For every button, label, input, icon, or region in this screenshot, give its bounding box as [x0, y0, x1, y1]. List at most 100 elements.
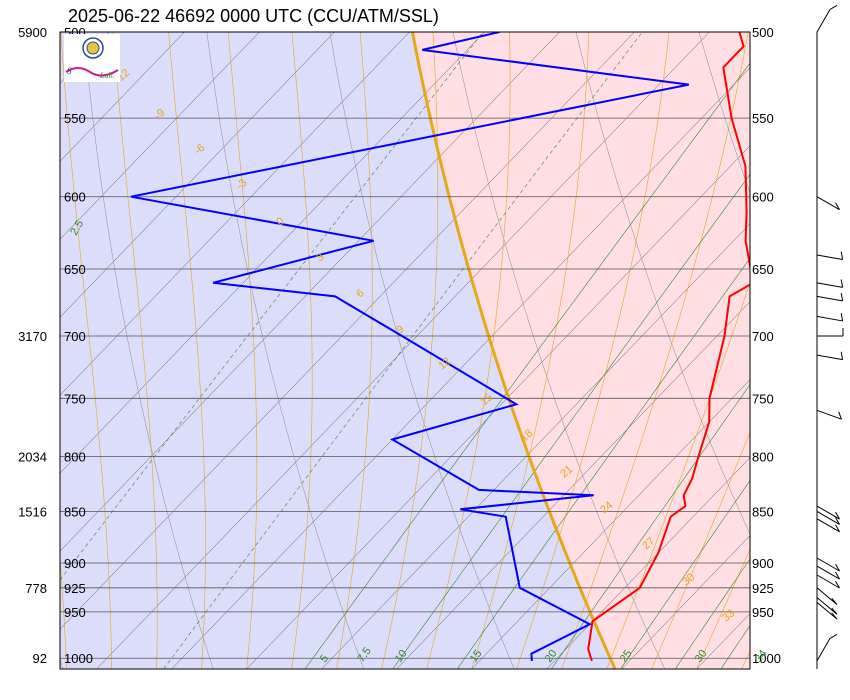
dry-adiabat-line — [698, 32, 750, 194]
isotherm-line — [847, 32, 850, 669]
wind-barb-flag — [831, 598, 838, 605]
wind-barb-flag — [838, 411, 842, 420]
wind-barb-shaft — [816, 587, 838, 605]
temperature-profile — [587, 32, 750, 662]
isotherm-line — [60, 32, 335, 318]
pressure-label-right: 950 — [752, 605, 774, 620]
wind-barb-shaft — [816, 638, 831, 662]
wind-barb-flag — [829, 5, 838, 10]
svg-text:Lab.: Lab. — [99, 71, 114, 80]
mixing-ratio-line — [551, 384, 750, 669]
wind-barb-flag — [835, 511, 840, 520]
moist-adiabat-line — [741, 650, 750, 669]
wind-barb-shaft — [816, 196, 840, 211]
wind-barb-shaft — [816, 510, 840, 525]
moist-adiabat-line — [291, 32, 313, 669]
wind-barb-shaft — [816, 518, 840, 533]
temperature-tick-label: 20 — [543, 648, 560, 665]
moist-adiabat-line — [516, 32, 670, 669]
svg-text:S: S — [67, 66, 72, 76]
pressure-label-right: 550 — [752, 111, 774, 126]
wind-barb-flag — [835, 517, 840, 525]
plot-border — [59, 31, 751, 670]
lab-logo-icon: S Lab. — [65, 37, 119, 80]
wind-barb-flag — [840, 251, 844, 260]
pressure-label-right: 500 — [752, 25, 774, 40]
pressure-label-left: 750 — [64, 391, 86, 406]
dewpoint-profile — [130, 32, 689, 661]
mixing-ratio-line — [163, 32, 643, 669]
wind-barb-shaft — [816, 601, 838, 620]
moist-adiabat-line — [60, 554, 67, 669]
temperature-tick-label: 15 — [468, 648, 485, 665]
pressure-label-right: 650 — [752, 262, 774, 277]
height-label: 92 — [33, 651, 47, 666]
isotherm-line — [772, 32, 850, 669]
wind-barb-flag — [840, 292, 844, 302]
wind-barb-flag — [835, 202, 840, 210]
pressure-label-right: 600 — [752, 190, 774, 205]
pressure-label-left: 1000 — [64, 651, 93, 666]
pressure-label-left: 950 — [64, 605, 86, 620]
wind-barb-shaft — [816, 315, 843, 322]
pressure-label-left: 700 — [64, 329, 86, 344]
wind-barb-flag — [840, 312, 844, 322]
wind-barb-shaft — [816, 354, 843, 361]
moist-adiabat-line — [696, 548, 750, 669]
height-label: 3170 — [18, 329, 47, 344]
temperature-tick-label: 30 — [693, 648, 710, 665]
dry-adiabat-line — [206, 32, 364, 669]
pressure-label-right: 1000 — [752, 651, 781, 666]
wind-barb-flag — [835, 571, 840, 580]
moist-adiabat-line — [60, 32, 112, 669]
moist-adiabat-line — [561, 32, 749, 669]
moist-adiabat-line — [112, 32, 158, 669]
dry-adiabat-line — [329, 32, 515, 669]
wind-barb-shaft — [816, 557, 840, 572]
pressure-label-left: 800 — [64, 450, 86, 465]
unstable-region — [60, 32, 616, 669]
wind-barb-shaft — [816, 565, 840, 580]
moist-adiabat-line — [471, 32, 590, 669]
wind-barb-shaft — [816, 574, 840, 589]
wind-barbs — [816, 5, 844, 662]
pressure-label-right: 700 — [752, 329, 774, 344]
wind-barb-flag — [829, 633, 838, 639]
pressure-label-right: 900 — [752, 556, 774, 571]
mixing-ratio-line — [456, 257, 750, 669]
pressure-label-right: 850 — [752, 504, 774, 519]
pressure-label-left: 925 — [64, 581, 86, 596]
dry-adiabat-line — [60, 657, 63, 669]
temperature-tick-label: 5 — [318, 653, 331, 665]
chart-title: 2025-06-22 46692 0000 UTC (CCU/ATM/SSL) — [68, 6, 439, 26]
wind-barb-flag — [840, 351, 844, 360]
mixing-ratio-line — [60, 32, 484, 581]
isotherm-line — [60, 32, 410, 396]
wind-barb-flag — [831, 607, 838, 615]
wind-barb-flag — [831, 612, 838, 620]
dry-adiabat-line — [83, 32, 214, 669]
plot-frame — [59, 31, 818, 670]
pressure-label-left: 850 — [64, 504, 86, 519]
temperature-tick-label: 10 — [393, 648, 410, 665]
pressure-label-right: 800 — [752, 450, 774, 465]
height-label: 1516 — [18, 504, 47, 519]
pressure-label-left: 650 — [64, 262, 86, 277]
height-label: 5900 — [18, 25, 47, 40]
sounding-profiles — [130, 32, 750, 662]
pressure-label-right: 750 — [752, 391, 774, 406]
moist-adiabat-line — [168, 32, 206, 669]
mixing-ratio-line — [675, 558, 750, 669]
isotherm-line — [60, 32, 260, 240]
pressure-label-left: 550 — [64, 111, 86, 126]
wind-barb-shaft — [816, 409, 842, 420]
lab-logo: S Lab. — [64, 34, 120, 82]
wind-barb-flag — [835, 563, 840, 572]
moist-adiabat-line — [426, 32, 511, 669]
mixing-ratio-line — [620, 479, 750, 669]
pressure-label-left: 600 — [64, 190, 86, 205]
wind-barb-shaft — [816, 282, 843, 288]
moist-adiabat-line — [381, 32, 439, 669]
moist-adiabat-line — [651, 431, 750, 669]
